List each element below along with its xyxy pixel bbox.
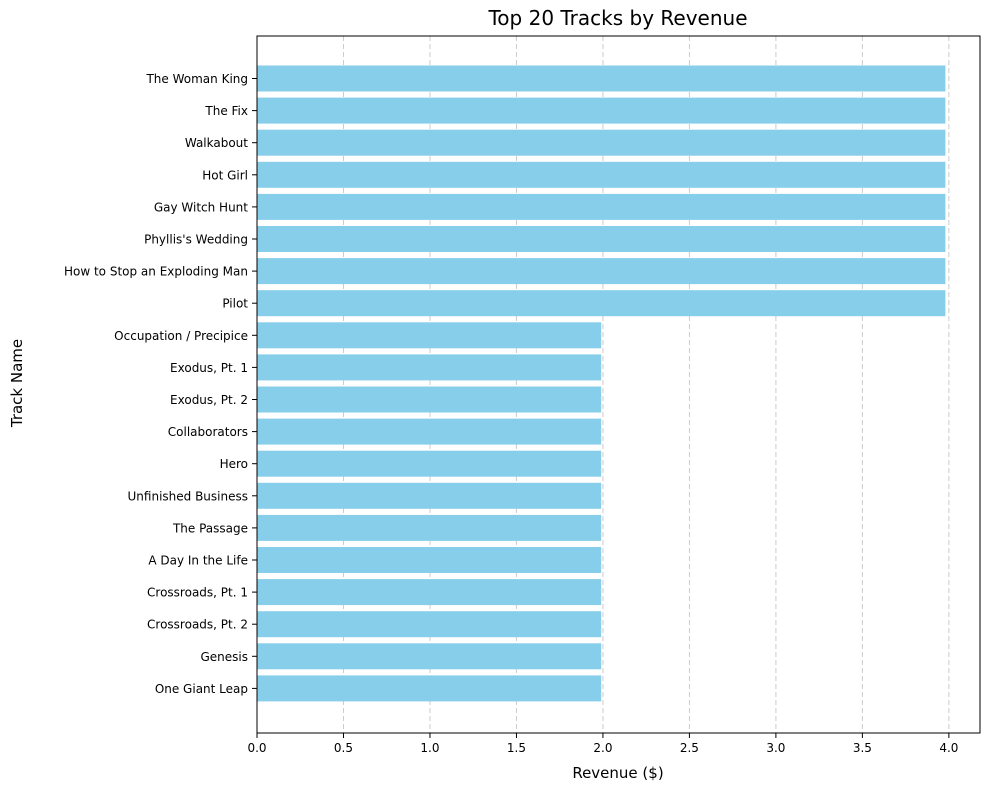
bar [257,129,946,156]
bars [257,65,946,702]
bar [257,386,602,413]
x-tick-label: 0.5 [334,741,353,755]
bar [257,290,946,317]
y-tick-label: The Passage [172,521,248,535]
bar [257,97,946,124]
bar [257,258,946,285]
plot-frame [256,35,981,734]
y-tick-label: Collaborators [168,425,248,439]
chart-title: Top 20 Tracks by Revenue [487,6,747,30]
bar [257,450,602,477]
bar [257,65,946,92]
x-tick-label: 3.0 [766,741,785,755]
x-axis-ticks: 0.0 0.5 1.0 1.5 2.0 2.5 3.0 3.5 4.0 [247,733,958,755]
y-tick-label: Crossroads, Pt. 2 [147,618,248,632]
bar [257,482,602,509]
y-tick-label: Pilot [222,297,248,311]
x-tick-label: 4.0 [939,741,958,755]
y-tick-label: Exodus, Pt. 1 [170,361,248,375]
x-tick-label: 1.0 [420,741,439,755]
bar [257,675,602,702]
y-tick-label: Hot Girl [202,168,248,182]
bar [257,193,946,220]
y-tick-label: Walkabout [185,136,248,150]
bar [257,322,602,349]
bar [257,643,602,670]
y-axis-ticks: The Woman King The Fix Walkabout Hot Girl Ga… [64,72,257,696]
y-tick-label: Phyllis's Wedding [144,233,248,247]
y-tick-label: The Fix [204,104,248,118]
y-tick-label: A Day In the Life [148,554,248,568]
bar [257,579,602,606]
y-tick-label: Genesis [200,650,248,664]
bar [257,418,602,445]
bar [257,611,602,638]
y-tick-label: Unfinished Business [128,489,248,503]
x-tick-label: 1.5 [507,741,526,755]
bar [257,226,946,252]
y-tick-label: Gay Witch Hunt [154,200,248,214]
x-tick-label: 0.0 [247,741,266,755]
x-tick-label: 2.5 [680,741,699,755]
bar [257,547,602,573]
bar [257,354,602,381]
y-tick-label: Crossroads, Pt. 1 [147,586,248,600]
y-tick-label: Hero [220,457,248,471]
y-tick-label: Occupation / Precipice [114,329,248,343]
bar [257,161,946,188]
y-tick-label: How to Stop an Exploding Man [64,265,248,279]
y-tick-label: Exodus, Pt. 2 [170,393,248,407]
bar [257,514,602,541]
x-tick-label: 3.5 [853,741,872,755]
x-tick-label: 2.0 [593,741,612,755]
y-tick-label: One Giant Leap [155,682,248,696]
x-axis-label: Revenue ($) [572,764,663,782]
y-tick-label: The Woman King [145,72,248,86]
y-axis-label: Track Name [8,339,26,428]
